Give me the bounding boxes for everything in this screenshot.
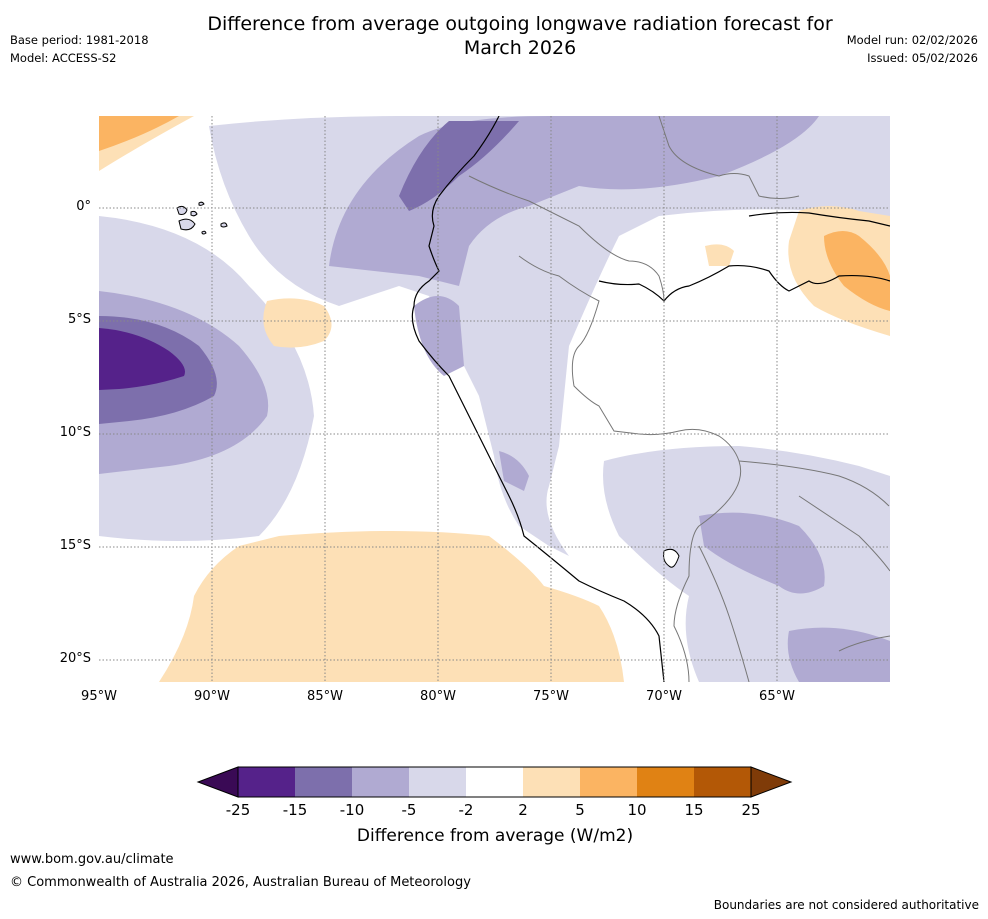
colorbar-tick: -15 <box>282 801 308 819</box>
colorbar-tick: -10 <box>339 801 365 819</box>
title-line-1: Difference from average outgoing longwav… <box>207 13 833 35</box>
colorbar-swatch <box>637 767 694 797</box>
galapagos-islands <box>176 201 228 235</box>
graticule <box>99 116 890 682</box>
anomaly-region-deep-purple <box>99 328 185 390</box>
title-line-2: March 2026 <box>463 37 577 59</box>
model-run: Model run: 02/02/2026 <box>846 33 978 47</box>
model-name: Model: ACCESS-S2 <box>10 51 117 65</box>
lon-label-95w: 95°W <box>81 689 117 704</box>
lat-label-5s: 5°S <box>67 312 91 327</box>
country-boundaries <box>468 116 890 682</box>
colorbar-title: Difference from average (W/m2) <box>356 826 634 846</box>
coastline <box>411 116 665 682</box>
colorbar-swatch <box>580 767 637 797</box>
colorbar-extend-low <box>196 766 239 798</box>
colorbar-swatch <box>352 767 409 797</box>
boundary-disclaimer: Boundaries are not considered authoritat… <box>713 898 979 912</box>
meta-left: Base period: 1981-2018 Model: ACCESS-S2 <box>10 31 149 67</box>
lake-titicaca <box>663 548 680 568</box>
coastline-north <box>748 211 890 227</box>
colorbar <box>196 766 793 798</box>
anomaly-map <box>99 116 890 682</box>
colorbar-swatch <box>466 767 523 797</box>
amazon-river <box>598 264 890 302</box>
colorbar-tick: -2 <box>458 801 474 819</box>
colorbar-tick: 15 <box>684 801 704 819</box>
meta-right: Model run: 02/02/2026 Issued: 05/02/2026 <box>847 31 978 67</box>
lat-label-10s: 10°S <box>59 425 91 440</box>
issued-date: Issued: 05/02/2026 <box>867 51 978 65</box>
lon-label-90w: 90°W <box>194 689 230 704</box>
colorbar-swatch <box>409 767 466 797</box>
website-link[interactable]: www.bom.gov.au/climate <box>10 852 174 867</box>
lon-label-75w: 75°W <box>533 689 569 704</box>
colorbar-frame <box>237 766 752 798</box>
colorbar-tick: 5 <box>575 801 585 819</box>
colorbar-extend-high <box>750 766 793 798</box>
lon-label-80w: 80°W <box>420 689 456 704</box>
colorbar-tick: 25 <box>741 801 761 819</box>
anomaly-region-medium-orange <box>99 116 890 311</box>
colorbar-tick: 2 <box>518 801 528 819</box>
copyright-notice: © Commonwealth of Australia 2026, Austra… <box>10 875 471 890</box>
lat-label-15s: 15°S <box>59 538 91 553</box>
colorbar-swatch <box>694 767 751 797</box>
base-period: Base period: 1981-2018 <box>10 33 149 47</box>
lon-label-70w: 70°W <box>646 689 682 704</box>
colorbar-tick: -25 <box>225 801 251 819</box>
colorbar-tick: 10 <box>627 801 647 819</box>
map-title: Difference from average outgoing longwav… <box>120 12 920 60</box>
colorbar-swatch <box>523 767 580 797</box>
colorbar-swatch <box>295 767 352 797</box>
colorbar-tick: -5 <box>401 801 417 819</box>
colorbar-swatch <box>238 767 295 797</box>
lon-label-85w: 85°W <box>307 689 343 704</box>
lat-label-20s: 20°S <box>59 651 91 666</box>
lat-label-0: 0° <box>76 199 91 214</box>
lon-label-65w: 65°W <box>759 689 795 704</box>
